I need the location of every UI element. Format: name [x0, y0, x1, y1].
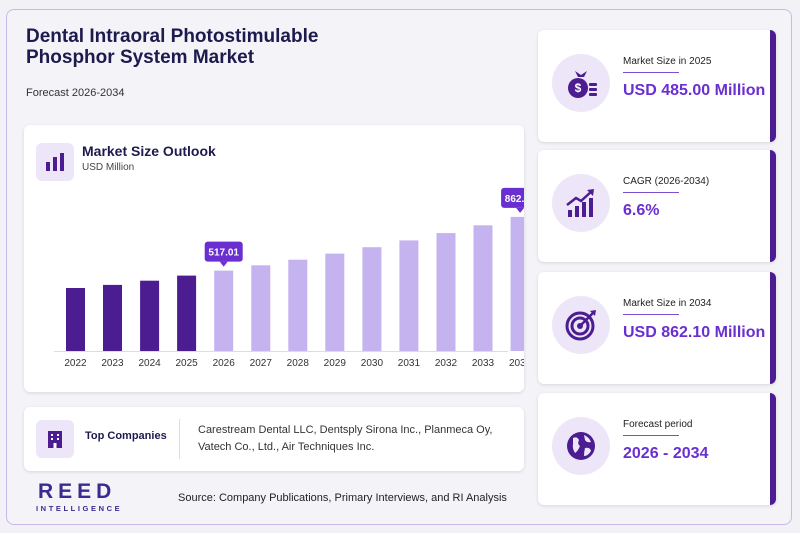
bar-2024	[140, 280, 160, 351]
callout-2026: 517.01	[204, 241, 243, 267]
x-tick-label-2023: 2023	[101, 358, 124, 369]
x-tick-label-2026: 2026	[213, 358, 236, 369]
building-icon	[36, 420, 74, 458]
x-tick-label-2033: 2033	[472, 358, 495, 369]
bar-2026	[214, 270, 234, 351]
top-companies-card: Top Companies Carestream Dental LLC, Den…	[24, 407, 524, 471]
stat-value: USD 862.10 Million	[623, 324, 766, 341]
stat-card-forecast-period: Forecast period 2026 - 2034	[538, 393, 776, 505]
x-tick-label-2032: 2032	[435, 358, 458, 369]
stat-value: 6.6%	[623, 202, 660, 219]
stat-rule	[623, 192, 679, 193]
callout-2034: 862.10	[501, 187, 524, 213]
chart-title: Market Size Outlook	[82, 143, 216, 159]
reed-logo-subtitle: INTELLIGENCE	[36, 504, 123, 513]
stat-card-cagr: CAGR (2026-2034) 6.6%	[538, 150, 776, 262]
forecast-subtitle: Forecast 2026-2034	[26, 87, 125, 99]
data-label-2026: 517.01	[208, 248, 239, 259]
stat-label: CAGR (2026-2034)	[623, 176, 710, 187]
reed-logo: REED	[38, 480, 117, 503]
bar-2033	[473, 225, 493, 351]
bar-2030	[362, 247, 382, 351]
bar-2029	[325, 253, 345, 351]
svg-text:$: $	[575, 81, 582, 95]
divider	[179, 419, 180, 459]
x-tick-label-2024: 2024	[138, 358, 161, 369]
x-tick-label-2031: 2031	[398, 358, 421, 369]
stat-value: USD 485.00 Million	[623, 82, 766, 99]
callout-box	[501, 187, 524, 208]
bar-2031	[399, 240, 419, 351]
bar-2032	[436, 233, 456, 351]
x-tick-label-2030: 2030	[361, 358, 384, 369]
bar-2034	[510, 216, 524, 351]
callout-pointer	[219, 261, 228, 267]
x-tick-label-2027: 2027	[250, 358, 273, 369]
stat-rule	[623, 72, 679, 73]
target-icon	[552, 296, 610, 354]
callout-box	[204, 241, 243, 262]
market-size-chart-card: Market Size Outlook USD Million 2022 2023…	[24, 125, 524, 392]
chart-unit: USD Million	[82, 162, 135, 173]
x-tick-label-2025: 2025	[175, 358, 198, 369]
globe-icon	[552, 417, 610, 475]
x-tick-label-2029: 2029	[324, 358, 347, 369]
stat-value: 2026 - 2034	[623, 445, 709, 462]
growth-chart-icon	[552, 174, 610, 232]
x-tick-label-2022: 2022	[64, 358, 87, 369]
data-label-2034: 862.10	[505, 194, 524, 205]
stat-rule	[623, 314, 679, 315]
stat-card-market-2025: $ Market Size in 2025 USD 485.00 Million	[538, 30, 776, 142]
x-tick-label-2028: 2028	[287, 358, 310, 369]
stat-label: Forecast period	[623, 419, 693, 430]
bar-2025	[177, 275, 197, 351]
bar-2023	[103, 284, 122, 351]
top-companies-label: Top Companies	[85, 430, 167, 442]
stat-label: Market Size in 2034	[623, 298, 712, 309]
bar-2022	[66, 288, 85, 351]
stat-card-market-2034: Market Size in 2034 USD 862.10 Million	[538, 272, 776, 384]
callout-pointer	[516, 207, 524, 213]
companies-list: Carestream Dental LLC, Dentsply Sirona I…	[198, 424, 493, 453]
stat-label: Market Size in 2025	[623, 56, 712, 67]
bar-chart-icon	[36, 143, 74, 181]
stat-rule	[623, 435, 679, 436]
bar-2028	[288, 259, 308, 351]
source-note: Source: Company Publications, Primary In…	[178, 492, 507, 504]
page-title: Dental Intraoral Photostimulable Phospho…	[26, 26, 319, 68]
bar-2027	[251, 265, 271, 351]
money-bag-icon: $	[552, 54, 610, 112]
x-tick-label-2034: 2034	[509, 358, 524, 369]
bar-chart: 2022 2023 2024 2025 2026 2027 2028 2029 2030 2031…	[54, 187, 524, 369]
